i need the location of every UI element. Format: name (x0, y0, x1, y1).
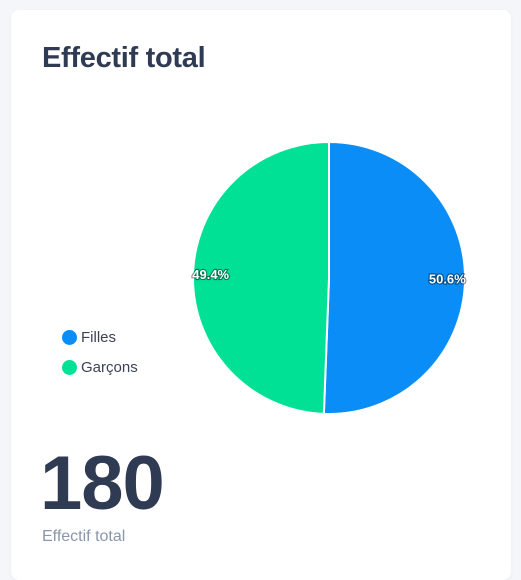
legend-item-filles[interactable]: Filles (62, 322, 138, 352)
chart-legend: Filles Garçons (62, 322, 138, 382)
chart-card: Effectif total Filles Garçons 50.6% 49.4%… (11, 10, 511, 580)
pie-label-garcons: 49.4% (192, 267, 229, 282)
legend-label-filles: Filles (81, 328, 117, 346)
card-title: Effectif total (42, 42, 206, 74)
pie-chart: 50.6% 49.4% (191, 140, 467, 415)
legend-label-garcons: Garçons (81, 358, 138, 376)
legend-swatch-filles (62, 329, 77, 345)
pie-slice-garcons[interactable] (192, 140, 330, 415)
kpi-value: 180 (40, 441, 165, 526)
kpi-label: Effectif total (42, 528, 126, 545)
pie-label-filles: 50.6% (429, 272, 466, 287)
legend-item-garcons[interactable]: Garçons (62, 352, 138, 382)
pie-slice-filles[interactable] (322, 140, 466, 415)
legend-swatch-garcons (62, 359, 77, 375)
